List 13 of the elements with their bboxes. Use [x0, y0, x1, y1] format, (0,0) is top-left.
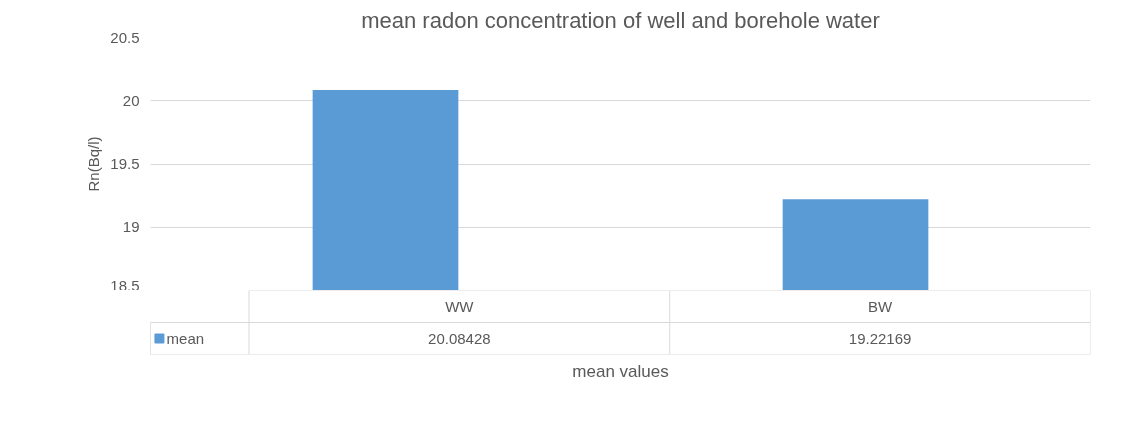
y-tick-label: 19.5	[110, 155, 140, 172]
chart-title: mean radon concentration of well and borehole water	[361, 7, 880, 33]
data-label: 20.08428	[428, 329, 491, 347]
y-tick-label: 20.5	[110, 28, 140, 46]
data-label: 19.22169	[848, 329, 912, 347]
y-axis-title: Rn(Bq/l)	[85, 136, 103, 192]
legend-label: mean	[166, 330, 205, 347]
y-tick-label: 18.5	[110, 276, 140, 294]
x-tick-label: BW	[868, 298, 894, 315]
y-tick-label: 19	[122, 218, 140, 236]
x-tick-label: WW	[445, 298, 475, 315]
x-axis-title: mean values	[572, 361, 669, 381]
y-tick-label: 20	[122, 91, 140, 109]
